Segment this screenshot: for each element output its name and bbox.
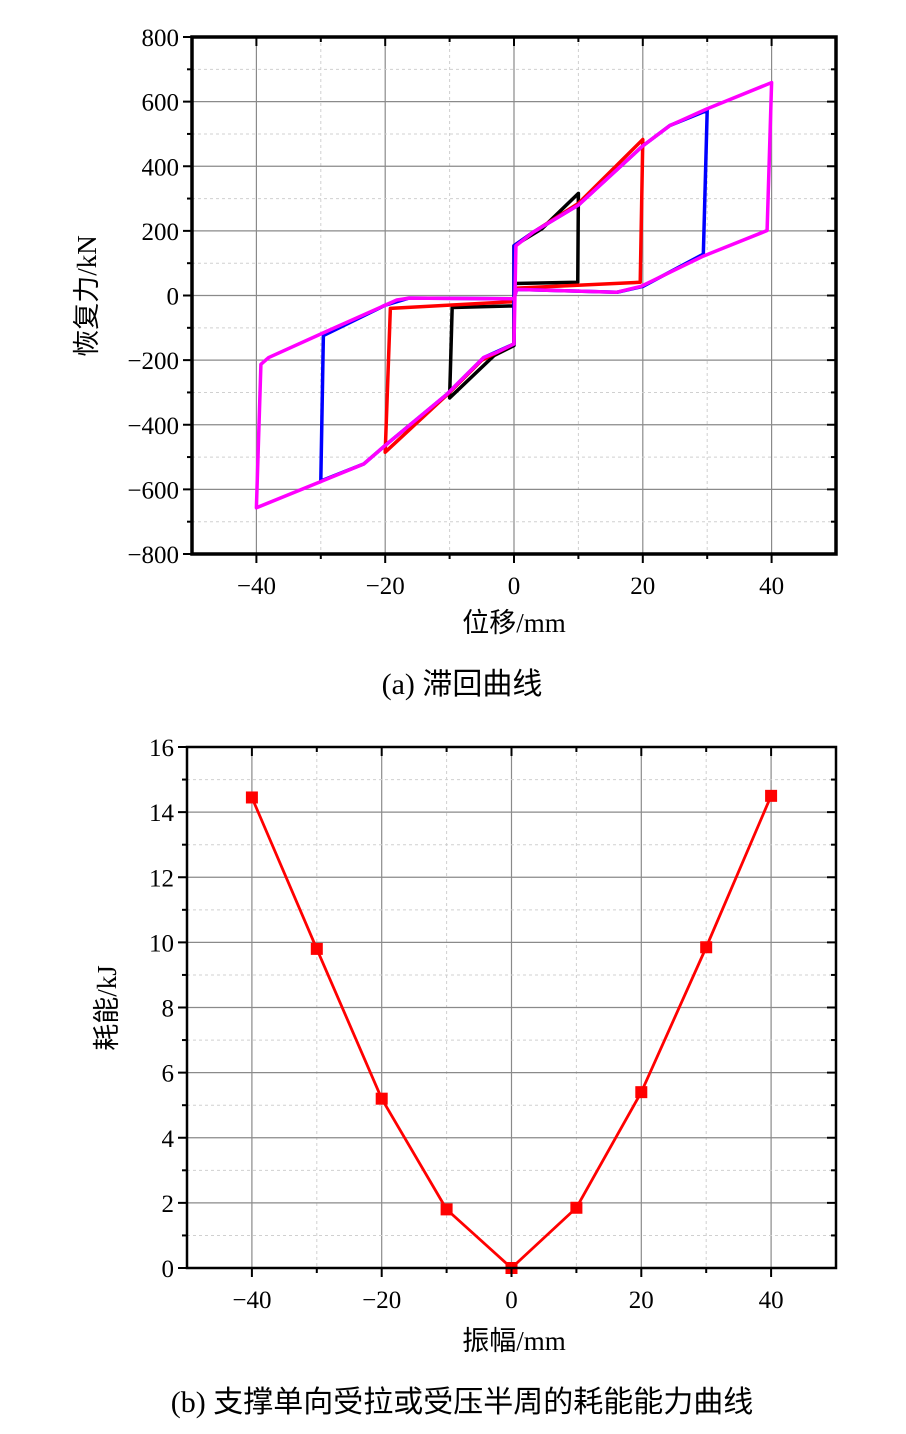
x-tick-label: 40 (759, 573, 784, 600)
data-point (700, 941, 713, 954)
data-point (635, 1086, 648, 1099)
x-tick-label: 0 (505, 1287, 518, 1314)
hysteresis-chart: 恢复力/kN 位移/mm (a) 滞回曲线 −40 −20 0 20 40−800−60… (72, 25, 838, 701)
x-tick-label: −40 (232, 1287, 271, 1314)
x-tick-label: 40 (759, 1287, 784, 1314)
y-tick-label: −400 (127, 413, 179, 440)
y-tick-label: 6 (162, 1061, 175, 1088)
y-tick-label: −800 (127, 542, 179, 569)
x-tick-label: −20 (362, 1287, 401, 1314)
chart-caption: (a) 滞回曲线 (382, 668, 543, 701)
energy-chart: 耗能/kJ 振幅/mm (b) 支撑单向受拉或受压半周的耗能能力曲线 −40 −2… (92, 735, 838, 1419)
x-tick-label: 20 (630, 573, 655, 600)
y-tick-label: 0 (162, 1256, 175, 1283)
x-axis-label: 振幅/mm (462, 1326, 566, 1356)
grid (187, 747, 836, 1268)
x-tick-label: −20 (366, 573, 405, 600)
y-axis-label: 恢复力/kN (72, 235, 102, 357)
y-tick-label: 0 (167, 284, 180, 311)
y-tick-label: 4 (162, 1126, 175, 1153)
series-line-40mm (254, 80, 774, 510)
data-point (570, 1201, 583, 1214)
y-tick-label: 800 (142, 25, 180, 52)
y-tick-label: 2 (162, 1191, 175, 1218)
y-tick-label: 12 (149, 865, 174, 892)
data-point (765, 789, 778, 802)
y-axis-label: 耗能/kJ (92, 965, 122, 1051)
y-tick-label: −200 (127, 348, 179, 375)
x-axis-label: 位移/mm (462, 608, 566, 638)
x-tick-label: 0 (508, 573, 521, 600)
data-point (440, 1203, 453, 1216)
chart-caption: (b) 支撑单向受拉或受压半周的耗能能力曲线 (171, 1386, 753, 1419)
y-tick-label: 600 (142, 90, 180, 117)
y-tick-label: 10 (149, 930, 174, 957)
data-point (375, 1092, 388, 1105)
x-tick-label: −40 (237, 573, 276, 600)
y-tick-label: 8 (162, 996, 175, 1023)
y-tick-label: 400 (142, 154, 180, 181)
y-tick-label: 14 (149, 800, 175, 827)
y-tick-label: −600 (127, 477, 179, 504)
y-tick-label: 200 (142, 219, 180, 246)
y-tick-label: 16 (149, 735, 174, 762)
x-tick-label: 20 (629, 1287, 654, 1314)
data-point (310, 942, 323, 955)
data-point (245, 791, 258, 804)
